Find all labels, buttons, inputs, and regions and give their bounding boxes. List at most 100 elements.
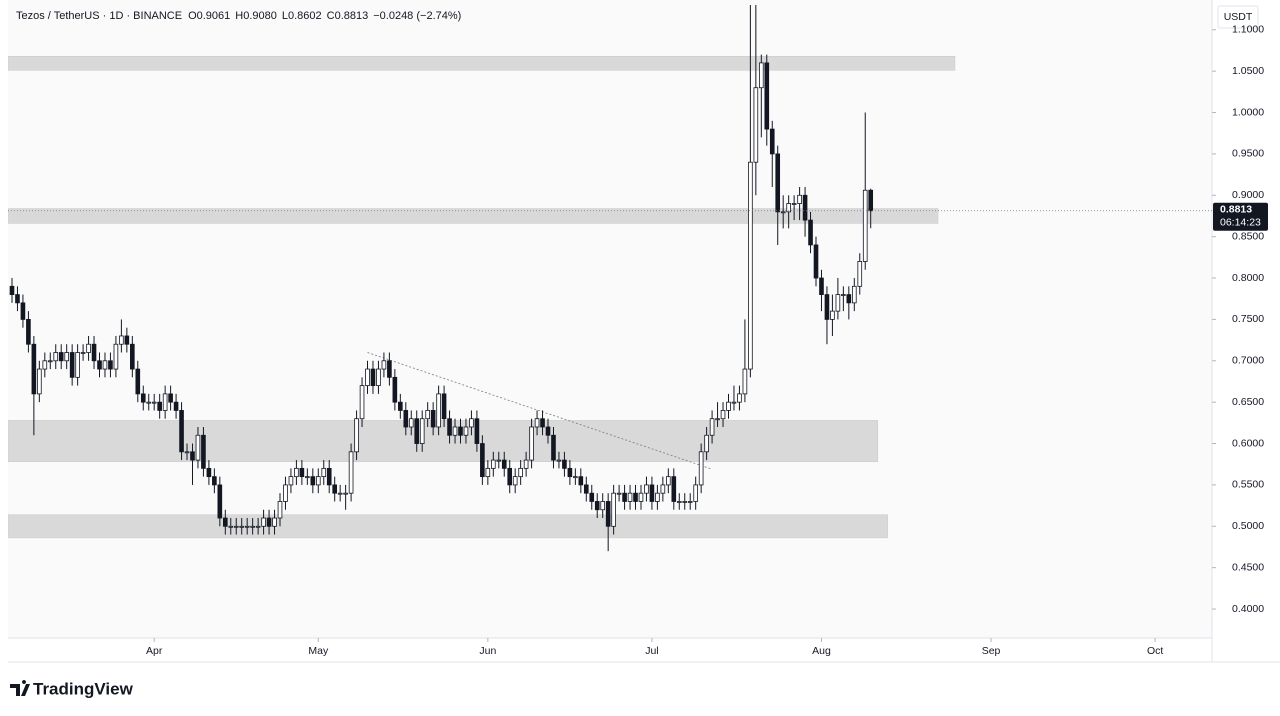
candle-body	[387, 360, 392, 378]
candle-body	[190, 451, 195, 461]
candle-body	[151, 401, 157, 404]
zone	[8, 56, 956, 71]
candle-body	[266, 517, 272, 527]
candle-body	[474, 418, 480, 444]
candle-body	[797, 194, 802, 204]
candle-body	[671, 476, 677, 502]
candle-body	[184, 451, 190, 454]
candle-body	[556, 459, 562, 462]
candle-body	[212, 476, 217, 486]
y-tick-label: 0.7000	[1232, 355, 1264, 367]
candle-body	[201, 434, 206, 469]
candle-body	[540, 418, 545, 428]
currency[interactable]: USDT	[1224, 11, 1253, 23]
candle-body	[583, 484, 589, 494]
candle-body	[769, 128, 775, 155]
brand-logo	[10, 680, 30, 696]
candle-body	[86, 343, 91, 353]
candle-body	[9, 285, 15, 295]
currency-box[interactable]	[1217, 5, 1259, 29]
candle-body	[704, 434, 709, 453]
candle-body	[600, 501, 606, 511]
candle-body	[627, 492, 633, 502]
y-tick-label: 0.8500	[1232, 230, 1264, 242]
candle-body	[217, 484, 223, 519]
candle-body	[857, 261, 863, 287]
candle-body	[277, 501, 283, 519]
candle-body	[551, 434, 556, 461]
candle-body	[376, 368, 381, 387]
candle-body	[709, 418, 715, 436]
x-tick-label: Oct	[1147, 645, 1163, 657]
candle-body	[31, 343, 37, 395]
candle-body	[764, 62, 770, 130]
candle-body	[808, 219, 813, 246]
candle-body	[633, 492, 638, 502]
candle-body	[173, 401, 179, 411]
candle-body	[255, 525, 261, 528]
candle-body	[348, 451, 354, 494]
candle-body	[315, 476, 321, 486]
candle-body	[299, 467, 305, 478]
countdown-label: 06:14:23	[1220, 217, 1261, 229]
candle-body	[53, 352, 59, 362]
candle-body	[64, 352, 70, 362]
candle-body	[573, 476, 578, 479]
symbol: Tezos / TetherUS · 1D · BINANCE	[16, 10, 182, 22]
candle-body	[162, 393, 168, 411]
candle-body	[458, 426, 463, 436]
candle-body	[786, 203, 791, 213]
candle-body	[80, 352, 86, 354]
candle-body	[830, 310, 835, 320]
candle-body	[91, 343, 97, 362]
candle-body	[835, 294, 841, 312]
candle-body	[819, 277, 824, 295]
candle-body	[157, 401, 162, 411]
candle-body	[862, 189, 868, 262]
candle-body	[261, 517, 266, 527]
candle-body	[75, 352, 80, 378]
candle-body	[824, 294, 830, 320]
candle-body	[140, 393, 146, 403]
candle-body	[851, 285, 857, 304]
y-tick-label: 0.6500	[1232, 396, 1264, 408]
candle-body	[660, 484, 666, 494]
y-tick-label: 0.7500	[1232, 313, 1264, 325]
candle-body	[469, 418, 474, 428]
candle-body	[518, 467, 523, 478]
candle-body	[447, 418, 452, 436]
candle-body	[594, 501, 600, 511]
candle-body	[742, 368, 748, 395]
trendline	[367, 352, 713, 470]
candle-body	[846, 294, 852, 304]
candle-body	[108, 360, 113, 370]
candle-body	[868, 189, 874, 212]
candle-body	[392, 376, 398, 403]
y-tick-label: 0.9000	[1232, 189, 1264, 201]
candle-body	[97, 360, 102, 370]
candle-body	[305, 476, 310, 479]
candle-body	[370, 368, 376, 387]
candle-body	[408, 418, 414, 428]
candle-body	[441, 393, 447, 420]
candle-body	[775, 153, 781, 213]
candle-body	[622, 492, 627, 502]
candle-body	[644, 484, 649, 494]
candle-body	[244, 525, 250, 528]
candle-body	[365, 368, 370, 387]
candle-body	[343, 492, 348, 495]
candle-body	[130, 343, 135, 370]
candle-body	[414, 418, 420, 444]
candle-body	[731, 401, 737, 404]
y-tick-label: 0.5500	[1232, 479, 1264, 491]
candle-body	[737, 393, 742, 403]
candle-body	[102, 360, 108, 370]
candle-body	[337, 492, 343, 495]
candle-body	[780, 211, 786, 214]
candle-body	[47, 360, 53, 363]
y-tick-label: 0.8000	[1232, 272, 1264, 284]
candle-body	[529, 426, 534, 461]
candle-body	[562, 459, 567, 469]
candle-body	[430, 410, 436, 428]
candle-body	[179, 410, 184, 453]
